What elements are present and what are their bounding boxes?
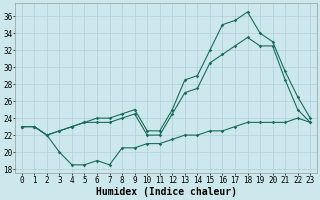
X-axis label: Humidex (Indice chaleur): Humidex (Indice chaleur) (95, 186, 236, 197)
